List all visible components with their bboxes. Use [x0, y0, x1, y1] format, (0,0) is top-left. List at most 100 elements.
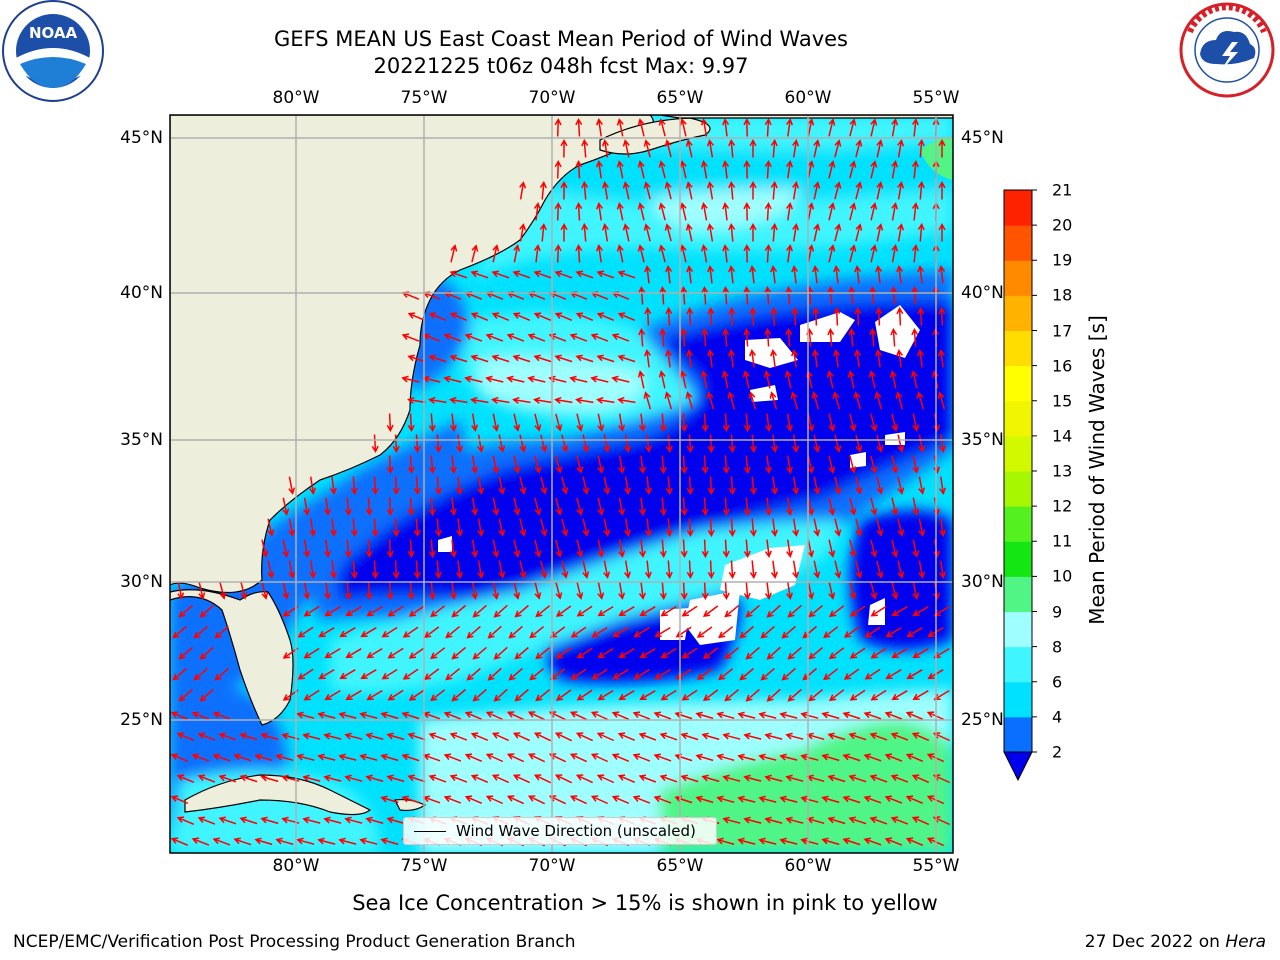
wave-direction-arrow	[512, 774, 531, 784]
colorbar-segment	[1004, 716, 1032, 753]
wave-direction-arrow	[309, 518, 317, 537]
wave-direction-arrow	[770, 434, 778, 453]
wave-direction-arrow	[743, 581, 751, 601]
wave-direction-arrow	[911, 285, 919, 305]
colorbar-segment	[1004, 435, 1032, 472]
wave-direction-arrow	[911, 202, 919, 221]
wave-direction-arrow	[408, 647, 425, 659]
wave-direction-arrow	[596, 312, 615, 321]
wave-direction-arrow	[834, 434, 842, 453]
wave-direction-arrow	[891, 413, 899, 432]
colorbar-segment	[1004, 681, 1032, 718]
wave-direction-arrow	[323, 497, 331, 516]
wave-direction-arrow	[686, 560, 694, 580]
wave-direction-arrow	[807, 202, 815, 221]
wave-direction-arrow	[764, 413, 772, 432]
wave-direction-arrow	[864, 626, 881, 638]
wave-direction-arrow	[938, 180, 946, 200]
wave-direction-arrow	[764, 497, 772, 516]
wave-direction-arrow	[470, 732, 489, 741]
wave-direction-arrow	[728, 518, 736, 538]
lat-label-left: 25°N	[120, 710, 163, 730]
wave-direction-arrow	[413, 476, 421, 496]
wave-direction-arrow	[848, 732, 867, 741]
wave-direction-arrow	[618, 413, 626, 432]
wave-direction-arrow	[906, 627, 923, 638]
wave-direction-arrow	[827, 816, 846, 825]
wave-direction-arrow	[491, 354, 510, 363]
wave-direction-arrow	[792, 560, 800, 579]
wave-direction-arrow	[680, 774, 699, 783]
wave-direction-arrow	[905, 711, 924, 720]
wave-direction-arrow	[781, 625, 796, 639]
wave-direction-arrow	[889, 370, 897, 389]
wave-direction-arrow	[828, 160, 836, 179]
wave-direction-arrow	[638, 455, 646, 474]
wave-direction-arrow	[749, 138, 757, 158]
wave-direction-arrow	[896, 306, 904, 326]
wave-direction-arrow	[834, 223, 842, 242]
wave-direction-arrow	[876, 139, 884, 158]
wave-direction-arrow	[381, 668, 398, 680]
wave-direction-arrow	[323, 732, 342, 740]
wave-direction-arrow	[834, 181, 842, 200]
wave-direction-arrow	[785, 774, 804, 782]
wave-direction-arrow	[659, 732, 678, 741]
wave-direction-arrow	[864, 668, 881, 680]
wave-direction-arrow	[197, 816, 216, 825]
wave-direction-arrow	[644, 476, 652, 495]
wave-direction-arrow	[876, 518, 884, 537]
wave-direction-arrow	[834, 139, 842, 158]
wave-direction-arrow	[848, 774, 867, 783]
wave-direction-arrow	[617, 732, 636, 741]
wave-direction-arrow	[549, 626, 566, 639]
wave-direction-arrow	[575, 159, 583, 179]
wave-direction-arrow	[603, 476, 611, 495]
wind-wave-arrows	[170, 117, 951, 847]
wave-direction-arrow	[737, 753, 756, 761]
wave-direction-arrow	[288, 518, 296, 537]
wave-direction-arrow	[812, 349, 820, 368]
wave-direction-arrow	[828, 244, 836, 263]
wave-direction-arrow	[896, 349, 904, 368]
wave-direction-arrow	[727, 391, 736, 410]
wave-direction-arrow	[686, 518, 694, 538]
wave-direction-arrow	[813, 560, 821, 579]
wave-direction-arrow	[701, 774, 720, 783]
wave-direction-arrow	[785, 285, 793, 305]
wave-direction-arrow	[239, 774, 258, 783]
wave-direction-arrow	[724, 605, 740, 618]
wave-direction-arrow	[554, 270, 573, 279]
wave-direction-arrow	[591, 668, 608, 680]
wave-direction-arrow	[644, 306, 652, 326]
wave-direction-arrow	[659, 413, 667, 433]
colorbar-tick-label: 20	[1052, 215, 1073, 235]
wave-direction-arrow	[639, 606, 656, 617]
wave-direction-arrow	[434, 476, 442, 496]
wave-direction-arrow	[891, 202, 899, 221]
wave-direction-arrow	[786, 539, 794, 558]
wave-direction-arrow	[917, 306, 925, 326]
wave-direction-arrow	[554, 243, 562, 263]
wave-direction-arrow	[555, 647, 572, 659]
wave-direction-arrow	[821, 837, 840, 846]
wave-direction-arrow	[177, 581, 185, 600]
wave-direction-arrow	[695, 753, 714, 762]
wave-direction-arrow	[786, 455, 794, 474]
wave-direction-arrow	[219, 581, 227, 600]
wave-direction-arrow	[700, 160, 708, 179]
wave-direction-arrow	[624, 476, 632, 495]
wave-direction-arrow	[917, 349, 925, 368]
wave-direction-arrow	[832, 391, 841, 410]
colorbar-tick-label: 9	[1052, 602, 1063, 621]
wave-direction-arrow	[728, 180, 736, 200]
wave-direction-arrow	[638, 413, 646, 432]
wave-direction-arrow	[575, 732, 594, 742]
wave-direction-arrow	[345, 690, 362, 701]
wave-direction-arrow	[808, 605, 823, 618]
wave-direction-arrow	[449, 732, 468, 741]
wave-direction-arrow	[491, 732, 510, 742]
wave-direction-arrow	[386, 816, 405, 825]
wave-direction-arrow	[633, 669, 650, 680]
wave-direction-arrow	[199, 646, 214, 660]
